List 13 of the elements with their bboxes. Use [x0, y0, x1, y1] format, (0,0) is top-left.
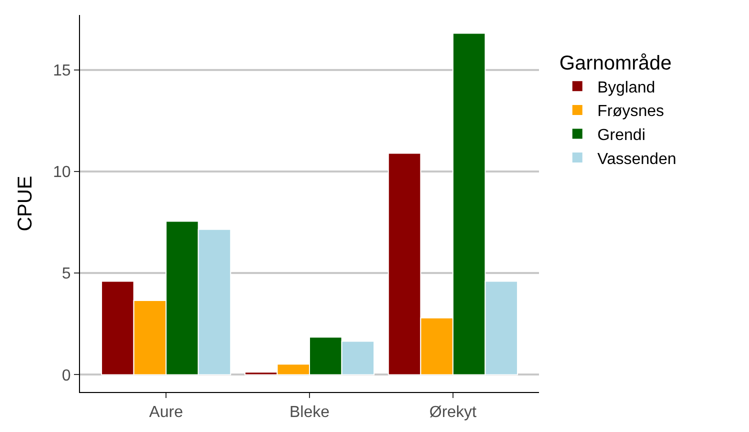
x-tick-label: Ørekyt	[429, 404, 478, 422]
y-tick-label: 5	[62, 266, 71, 283]
x-tick-label: Bleke	[289, 404, 330, 422]
x-tick-label: Aure	[149, 404, 184, 422]
legend-label: Bygland	[597, 79, 656, 96]
y-axis-title: CPUE	[14, 176, 37, 232]
y-tick-label: 10	[53, 164, 71, 182]
y-tick-label: 15	[53, 62, 71, 80]
legend-label: Vassenden	[597, 150, 676, 168]
legend-label: Grendi	[597, 126, 646, 144]
legend-title: Garnområde	[559, 52, 672, 74]
y-tick-label: 0	[62, 367, 71, 384]
legend-label: Frøysnes	[597, 103, 664, 120]
